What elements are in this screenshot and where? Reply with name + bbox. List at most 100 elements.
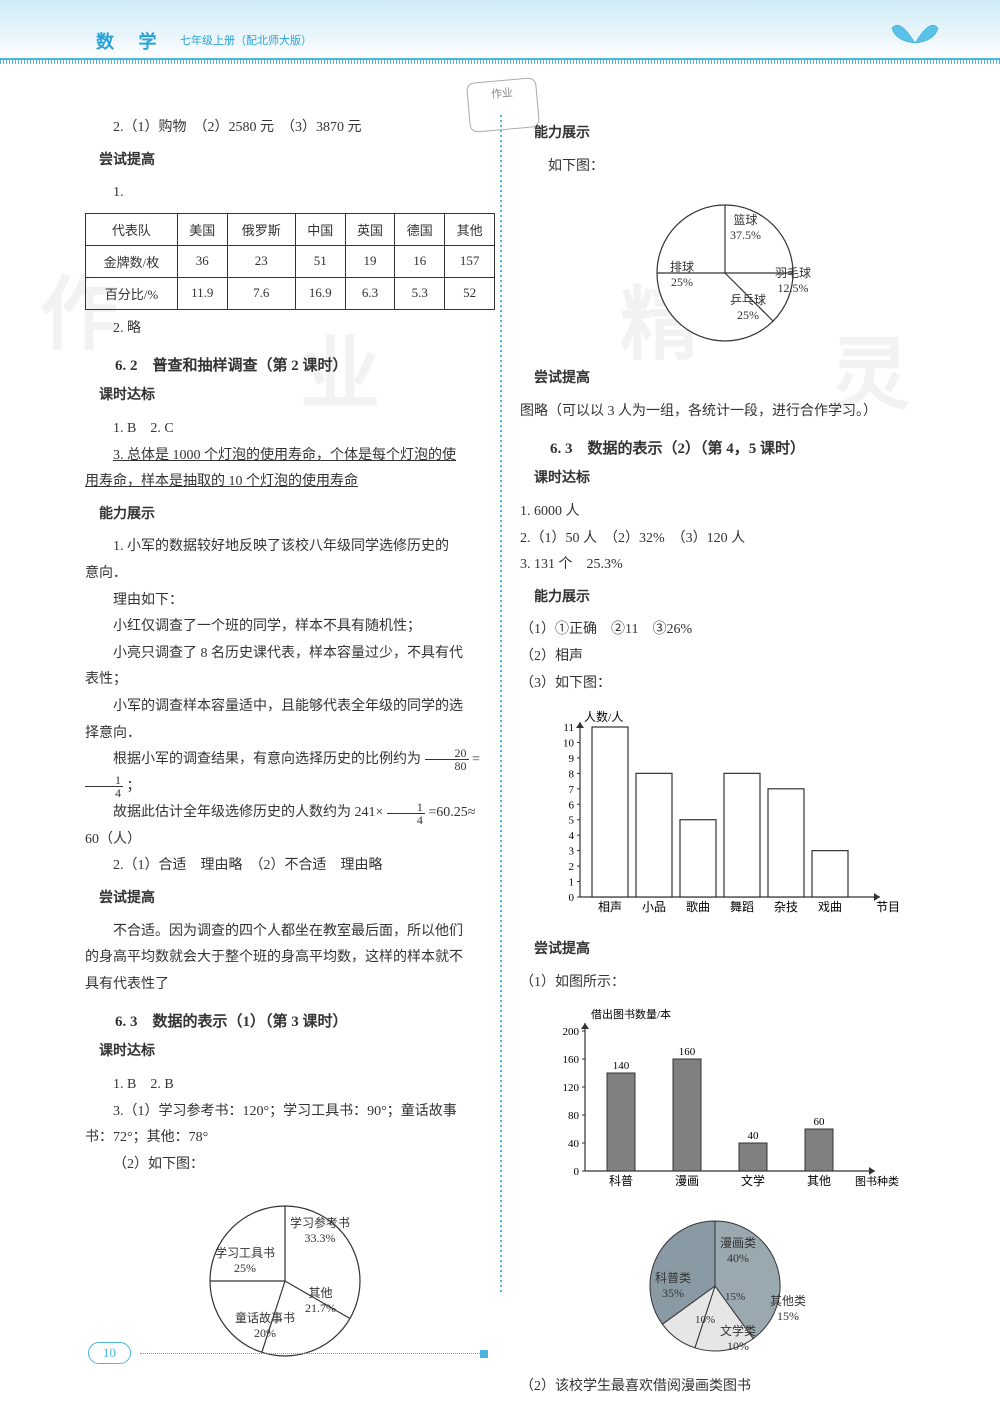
fraction: 14 (387, 801, 425, 826)
text-line: 如下图： (520, 154, 930, 181)
table-cell: 代表队 (86, 213, 178, 245)
heading-try: 尝试提高 (520, 937, 930, 964)
table-cell: 6.3 (345, 277, 395, 309)
pie-slice-label: 学习参考书33.3% (290, 1216, 350, 1245)
bar-chart-programs: 01234567891011相声小品歌曲舞蹈杂技戏曲人数/人节目 (540, 707, 900, 927)
svg-text:8: 8 (569, 768, 575, 780)
text-line: 小军的调查样本容量适中，且能够代表全年级的同学的选 (85, 694, 495, 721)
ruler (0, 58, 1000, 64)
stamp-text: 作业 (491, 87, 514, 101)
svg-text:160: 160 (679, 1046, 696, 1058)
text-line: 用寿命，样本是抽取的 10 个灯泡的使用寿命 (85, 469, 495, 496)
svg-text:5: 5 (569, 815, 575, 827)
text-line: 不合适。因为调查的四个人都坐在教室最后面，所以他们 (85, 919, 495, 946)
header-subtitle: 七年级上册（配北师大版） (180, 32, 312, 48)
section-6-3-2-title: 6. 3 数据的表示（2）（第 4，5 课时） (520, 437, 930, 458)
svg-text:140: 140 (613, 1060, 630, 1072)
svg-text:80: 80 (568, 1110, 580, 1122)
subject-title: 数 学 (96, 28, 167, 54)
text-line: 书：72°；其他：78° (85, 1125, 495, 1152)
text-line: 1. 小军的数据较好地反映了该校八年级同学选修历史的 (85, 534, 495, 561)
text-line: （1）如图所示： (520, 970, 930, 997)
table-cell: 美国 (177, 213, 227, 245)
svg-text:10: 10 (563, 738, 575, 750)
text-line: 1. 6000 人 (520, 499, 930, 526)
table-cell: 51 (295, 245, 345, 277)
footer-dot-end (480, 1350, 488, 1358)
table-cell: 16.9 (295, 277, 345, 309)
pie-slice-label: 其他类15% (770, 1294, 806, 1323)
text-line: （2）如下图： (85, 1152, 495, 1179)
pie-svg (185, 1186, 385, 1376)
text-span: =60.25≈ (428, 805, 475, 820)
q-number: 1. (85, 180, 495, 207)
text-line: 择意向． (85, 721, 495, 748)
butterfly-logo (890, 12, 940, 54)
table-cell: 金牌数/枚 (86, 245, 178, 277)
text-line: 根据小军的调查结果，有意向选择历史的比例约为 2080 = 14 ； (85, 747, 495, 800)
text-line: 60（人） (85, 827, 495, 854)
svg-text:小品: 小品 (642, 900, 666, 914)
svg-text:科普: 科普 (609, 1174, 633, 1188)
svg-text:相声: 相声 (598, 900, 622, 914)
table-cell: 俄罗斯 (227, 213, 295, 245)
bar-svg: 01234567891011相声小品歌曲舞蹈杂技戏曲人数/人节目 (540, 707, 900, 927)
fraction: 2080 (425, 747, 469, 772)
svg-text:200: 200 (563, 1026, 580, 1038)
table-cell: 11.9 (177, 277, 227, 309)
heading-show: 能力展示 (520, 121, 930, 148)
underlined: 3. 总体是 1000 个灯泡的使用寿命，个体是每个灯泡的使 (113, 448, 456, 463)
table-cell: 百分比/% (86, 277, 178, 309)
table-cell: 36 (177, 245, 227, 277)
text-line: 故据此估计全年级选修历史的人数约为 241× 14 =60.25≈ (85, 800, 495, 827)
table-cell: 157 (445, 245, 495, 277)
table-cell: 7.6 (227, 277, 295, 309)
svg-text:戏曲: 戏曲 (818, 900, 842, 914)
heading-try: 尝试提高 (520, 366, 930, 393)
pie-slice-label: 漫画类40% (720, 1236, 756, 1265)
text-span: 故据此估计全年级选修历史的人数约为 241× (113, 805, 383, 820)
svg-text:其他: 其他 (807, 1174, 831, 1188)
pie-slice-label: 篮球37.5% (730, 213, 761, 242)
text-line: 小亮只调查了 8 名历史课代表，样本容量过少，不具有代 (85, 641, 495, 668)
page-number: 10 (88, 1342, 131, 1364)
table-row: 代表队 美国 俄罗斯 中国 英国 德国 其他 (86, 213, 495, 245)
svg-text:1: 1 (569, 877, 575, 889)
heading-try: 尝试提高 (85, 886, 495, 913)
text-line: 小红仅调查了一个班的同学，样本不具有随机性； (85, 614, 495, 641)
footer-dots (140, 1353, 480, 1354)
svg-text:人数/人: 人数/人 (584, 709, 623, 724)
table-row: 百分比/% 11.9 7.6 16.9 6.3 5.3 52 (86, 277, 495, 309)
text-line: 2.（1）合适 理由略 （2）不合适 理由略 (85, 853, 495, 880)
pie-slice-label: 科普类35% (655, 1271, 691, 1300)
svg-text:0: 0 (574, 1166, 580, 1178)
text-line: （3）如下图： (520, 671, 930, 698)
pie-slice-label: 文学类10% (720, 1324, 756, 1353)
svg-text:2: 2 (569, 861, 575, 873)
text-span: ； (127, 779, 141, 794)
text-line: 2.（1）50 人 （2）32% （3）120 人 (520, 526, 930, 553)
svg-text:40: 40 (568, 1138, 580, 1150)
svg-text:11: 11 (563, 722, 574, 734)
pie-slice-label: 排球25% (670, 260, 694, 289)
text-line: 理由如下： (85, 588, 495, 615)
text-line: 2. 略 (85, 316, 495, 343)
fraction: 14 (85, 774, 123, 799)
text-line: 3. 131 个 25.3% (520, 552, 930, 579)
pie-chart-sports: 篮球37.5% 羽毛球12.5% 乒乓球25% 排球25% (620, 188, 840, 358)
svg-text:6: 6 (569, 799, 575, 811)
svg-text:160: 160 (563, 1054, 580, 1066)
text-line: 2.（1）购物 （2）2580 元 （3）3870 元 (85, 115, 495, 142)
text-line: 意向． (85, 561, 495, 588)
text-line: 图略（可以以 3 人为一组，各统计一段，进行合作学习。） (520, 399, 930, 426)
heading-standard: 课时达标 (85, 383, 495, 410)
text-span: 根据小军的调查结果，有意向选择历史的比例约为 (113, 752, 421, 767)
svg-text:60: 60 (814, 1116, 826, 1128)
heading-standard: 课时达标 (85, 1039, 495, 1066)
bar-svg: 04080120160200140科普160漫画40文学60其他借出图书数量/本… (540, 1006, 900, 1196)
table-cell: 5.3 (395, 277, 445, 309)
pie-slice-label: 羽毛球12.5% (775, 266, 811, 295)
pie-slice-label: 其他21.7% (305, 1286, 336, 1315)
pie-chart-books: 学习参考书33.3% 其他21.7% 童话故事书20% 学习工具书25% (185, 1186, 385, 1376)
bar-chart-books-borrowed: 04080120160200140科普160漫画40文学60其他借出图书数量/本… (540, 1006, 900, 1196)
